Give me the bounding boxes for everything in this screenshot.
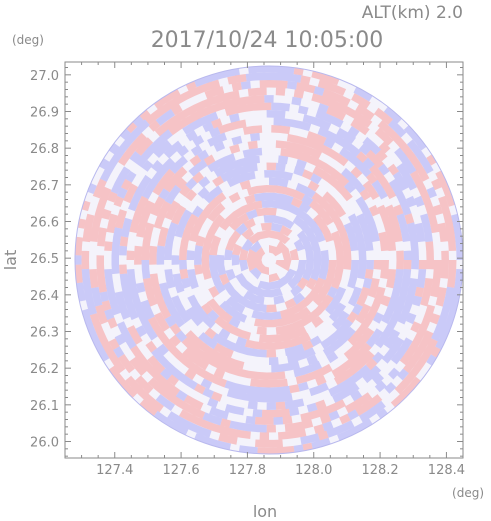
y-tick-label: 26.9 [30,106,59,121]
positive-cells [75,67,457,454]
y-tick-label: 26.6 [30,216,59,231]
y-tick-label: 26.0 [30,436,59,451]
x-axis-label: lon [253,502,277,521]
x-unit-label: (deg) [452,486,484,500]
plot-frame [64,61,464,459]
y-tick-label: 26.7 [30,179,59,194]
x-tick-label: 127.8 [229,463,266,478]
negative-cells [75,66,463,454]
x-tick-label: 128.2 [361,463,398,478]
y-axis-label: lat [1,250,20,271]
chart-title: 2017/10/24 10:05:00 [151,28,384,53]
x-tick-label: 128.0 [295,463,332,478]
x-tick-label: 127.4 [96,463,133,478]
tick-labels: 127.4 127.6 127.8 128.0 128.2 128.4 26.0 26.1 26… [30,69,465,478]
y-tick-label: 26.5 [30,252,59,267]
y-tick-label: 26.4 [30,289,59,304]
y-unit-label: (deg) [12,33,44,47]
x-tick-label: 127.6 [162,463,199,478]
y-tick-label: 26.3 [30,326,59,341]
y-tick-label: 26.2 [30,362,59,377]
echo-field [74,65,463,455]
y-tick-label: 27.0 [30,69,59,84]
altitude-label: ALT(km) 2.0 [362,3,463,23]
x-tick-label: 128.4 [428,463,465,478]
y-tick-label: 26.8 [30,142,59,157]
echo-cells [75,66,463,454]
y-tick-label: 26.1 [30,399,59,414]
